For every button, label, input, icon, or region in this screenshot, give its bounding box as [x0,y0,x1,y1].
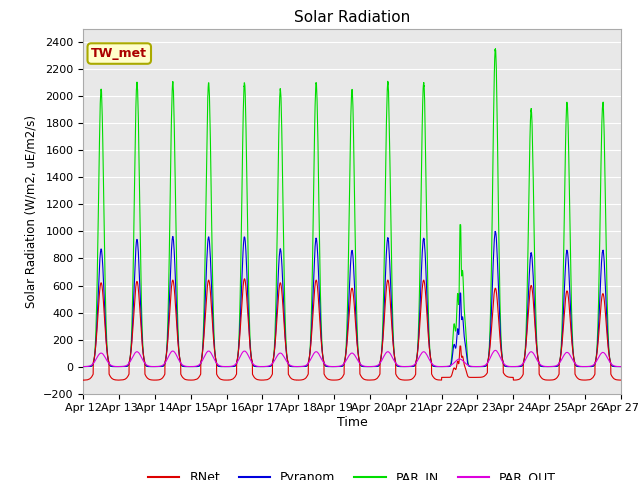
X-axis label: Time: Time [337,416,367,429]
Legend: RNet, Pyranom, PAR_IN, PAR_OUT: RNet, Pyranom, PAR_IN, PAR_OUT [143,467,561,480]
Y-axis label: Solar Radiation (W/m2, uE/m2/s): Solar Radiation (W/m2, uE/m2/s) [24,115,37,308]
Text: TW_met: TW_met [92,47,147,60]
Title: Solar Radiation: Solar Radiation [294,10,410,25]
